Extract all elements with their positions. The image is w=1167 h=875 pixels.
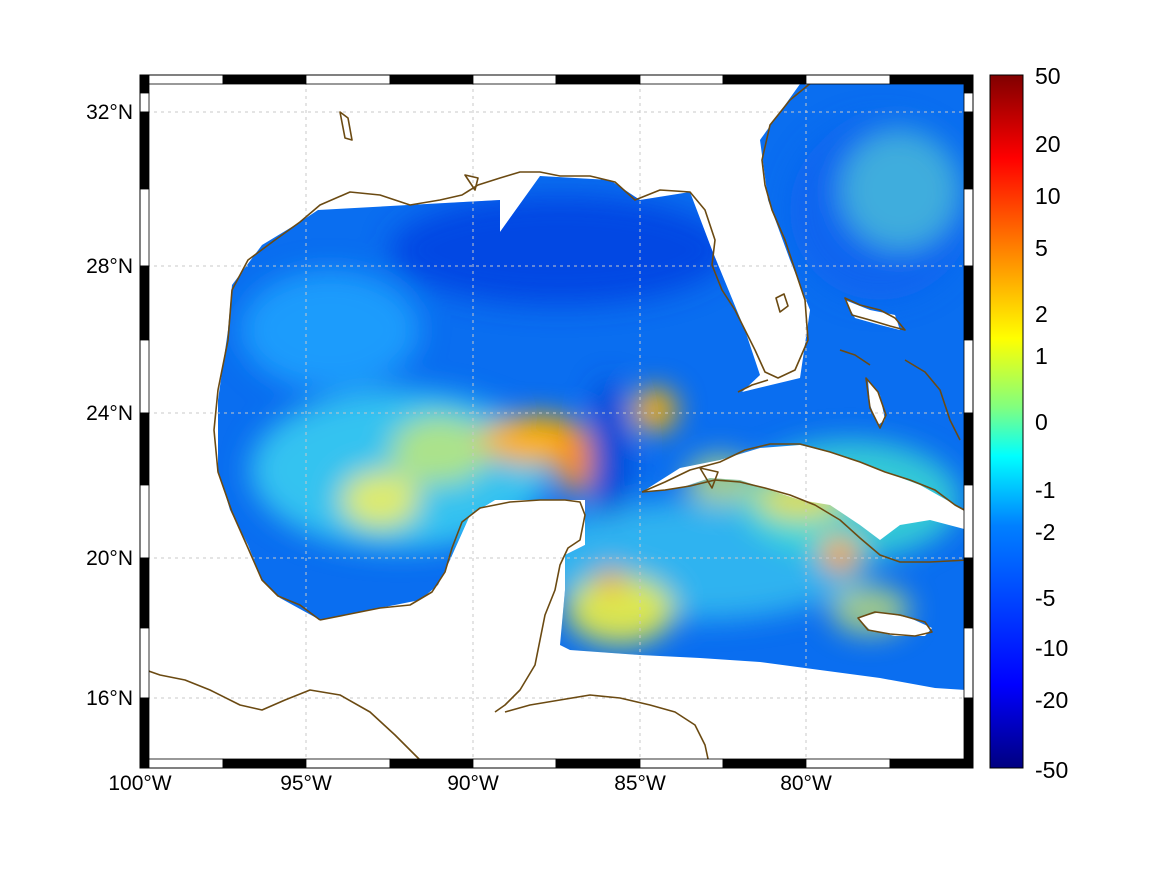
frame-segment bbox=[389, 74, 474, 85]
y-axis-labels: 32°N 28°N 24°N 20°N 16°N bbox=[86, 101, 133, 710]
frame-segment bbox=[889, 758, 974, 769]
frame-segment bbox=[963, 339, 974, 414]
frame-segment bbox=[722, 758, 807, 769]
colorbar-tick-label: 10 bbox=[1035, 183, 1061, 209]
colorbar-tick-label: -50 bbox=[1035, 757, 1068, 783]
colorbar-tick-label: 2 bbox=[1035, 301, 1048, 327]
x-axis-labels: 100°W 95°W 90°W 85°W 80°W bbox=[108, 772, 832, 795]
frame-segment bbox=[963, 111, 974, 190]
frame-segment bbox=[639, 74, 724, 85]
frame-segment bbox=[222, 74, 307, 85]
map-frame bbox=[139, 74, 974, 769]
colorbar-tick-label: 50 bbox=[1035, 63, 1061, 89]
y-tick-label: 24°N bbox=[86, 402, 133, 425]
frame-segment bbox=[889, 74, 974, 85]
frame-segment bbox=[722, 74, 807, 85]
frame-segment bbox=[139, 111, 150, 190]
frame-segment bbox=[963, 188, 974, 267]
colorbar-tick-label: -1 bbox=[1035, 477, 1055, 503]
colorbar-tick-label: -10 bbox=[1035, 635, 1068, 661]
frame-segment bbox=[555, 758, 641, 769]
frame-segment bbox=[139, 557, 150, 629]
frame-segment bbox=[305, 758, 391, 769]
x-tick-label: 100°W bbox=[108, 772, 171, 795]
frame-segment bbox=[963, 557, 974, 629]
frame-segment bbox=[305, 74, 391, 85]
frame-outline bbox=[139, 74, 974, 769]
x-tick-label: 90°W bbox=[447, 772, 499, 795]
frame-segment bbox=[389, 758, 474, 769]
frame-segment bbox=[805, 758, 891, 769]
colorbar-tick-label: 0 bbox=[1035, 409, 1048, 435]
x-tick-label: 85°W bbox=[614, 772, 666, 795]
frame-segment bbox=[222, 758, 307, 769]
colorbar-tick-label: 1 bbox=[1035, 343, 1048, 369]
frame-segment bbox=[139, 92, 150, 113]
colorbar-labels: 50 20 10 5 2 1 0 -1 -2 -5 -10 -20 -50 bbox=[1035, 63, 1068, 783]
frame-segment bbox=[472, 74, 557, 85]
frame-segment bbox=[139, 74, 150, 94]
data-field bbox=[218, 84, 966, 690]
y-tick-label: 16°N bbox=[86, 687, 133, 710]
frame-segment bbox=[963, 74, 974, 94]
frame-segment bbox=[139, 697, 150, 769]
frame-segment bbox=[139, 339, 150, 414]
frame-segment bbox=[139, 188, 150, 267]
x-tick-label: 95°W bbox=[280, 772, 332, 795]
frame-segment bbox=[555, 74, 641, 85]
frame-segment bbox=[139, 265, 150, 341]
y-tick-label: 32°N bbox=[86, 101, 133, 124]
colorbar bbox=[989, 74, 1024, 769]
colorbar-tick-label: -5 bbox=[1035, 585, 1055, 611]
land-masses bbox=[642, 300, 968, 636]
y-tick-label: 20°N bbox=[86, 547, 133, 570]
frame-segment bbox=[139, 758, 224, 769]
x-tick-label: 80°W bbox=[780, 772, 832, 795]
frame-segment bbox=[139, 627, 150, 699]
frame-segment bbox=[963, 484, 974, 559]
frame-segment bbox=[963, 92, 974, 113]
graticule bbox=[140, 75, 973, 768]
colorbar-tick-label: 5 bbox=[1035, 235, 1048, 261]
frame-segment bbox=[139, 484, 150, 559]
frame-segment bbox=[963, 265, 974, 341]
frame-segment bbox=[639, 758, 724, 769]
colorbar-tick-label: 20 bbox=[1035, 131, 1061, 157]
colorbar-tick-label: -20 bbox=[1035, 687, 1068, 713]
y-tick-label: 28°N bbox=[86, 255, 133, 278]
frame-segment bbox=[139, 412, 150, 486]
frame-segment bbox=[963, 697, 974, 769]
frame-segment bbox=[472, 758, 557, 769]
frame-segment bbox=[963, 412, 974, 486]
coastlines bbox=[140, 75, 969, 768]
colorbar-tick-label: -2 bbox=[1035, 519, 1055, 545]
frame-segment bbox=[139, 74, 224, 85]
frame-segment bbox=[963, 627, 974, 699]
frame-segment bbox=[805, 74, 891, 85]
